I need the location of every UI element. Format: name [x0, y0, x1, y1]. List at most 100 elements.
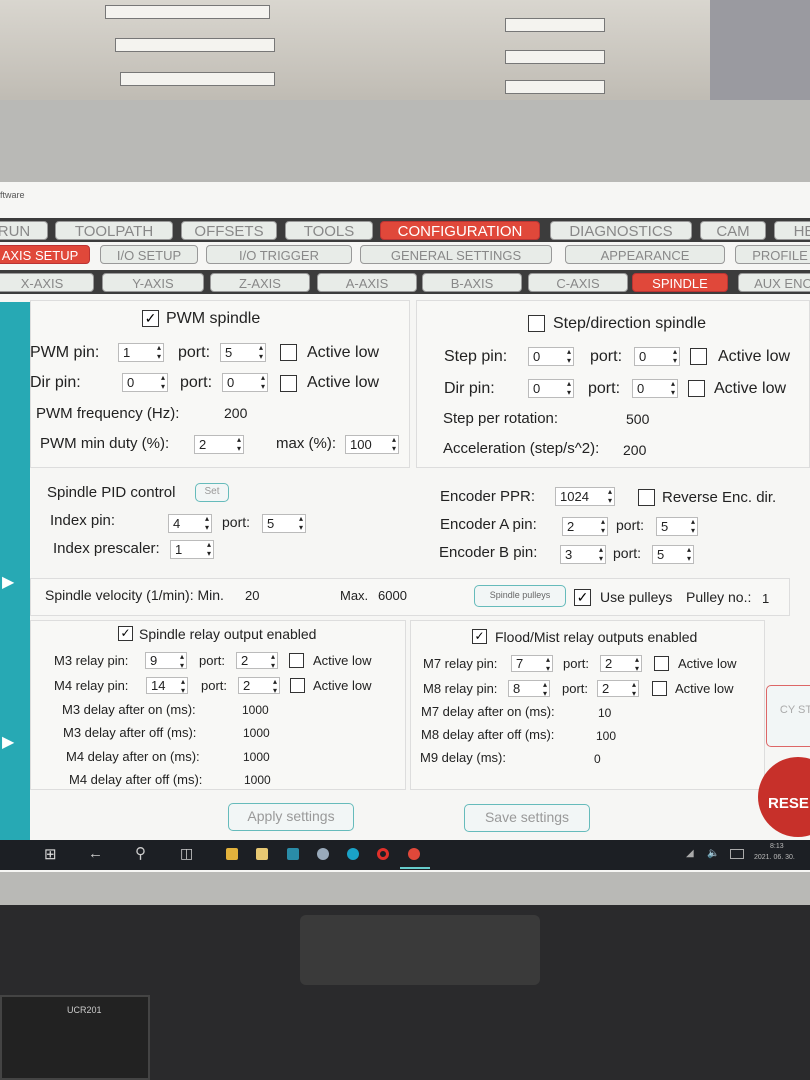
- m4-delay-off-value[interactable]: 1000: [244, 773, 271, 787]
- tab-c-axis[interactable]: C-AXIS: [528, 273, 628, 292]
- tab-y-axis[interactable]: Y-AXIS: [102, 273, 204, 292]
- search-icon[interactable]: ⚲: [135, 845, 146, 862]
- pulley-no-value[interactable]: 1: [762, 591, 770, 606]
- m4-port-spinbox[interactable]: 2: [238, 677, 280, 695]
- reverse-encoder-checkbox[interactable]: [638, 489, 655, 506]
- step-port-spinbox[interactable]: 0: [634, 347, 680, 366]
- task-view-icon[interactable]: ◫: [180, 845, 194, 861]
- tab-axis-setup[interactable]: AXIS SETUP: [0, 245, 90, 264]
- m8-relay-pin-spinbox[interactable]: 8: [508, 680, 550, 698]
- step-dir-pin-spinbox[interactable]: 0: [528, 379, 574, 398]
- m7-port-spinbox[interactable]: 2: [600, 655, 642, 673]
- tab-z-axis[interactable]: Z-AXIS: [210, 273, 310, 292]
- cnc-app-icon[interactable]: [408, 848, 420, 860]
- expand-arrow-icon[interactable]: ▶: [2, 734, 15, 751]
- tab-b-axis[interactable]: B-AXIS: [422, 273, 522, 292]
- m7-delay-on-value[interactable]: 10: [598, 706, 612, 720]
- pwm-port-spinbox[interactable]: 5: [220, 343, 266, 362]
- clock-time[interactable]: 8:13: [770, 843, 784, 850]
- tab-help[interactable]: HE: [774, 221, 810, 240]
- edge-icon[interactable]: [347, 848, 359, 860]
- tab-a-axis[interactable]: A-AXIS: [317, 273, 417, 292]
- m7-relay-pin-spinbox[interactable]: 7: [511, 655, 553, 673]
- step-dir-active-low-checkbox[interactable]: [688, 380, 705, 397]
- reset-button[interactable]: RESE: [758, 757, 810, 837]
- m3-delay-off-value[interactable]: 1000: [243, 726, 270, 740]
- encoder-a-pin-spinbox[interactable]: 2: [562, 517, 608, 536]
- tab-run[interactable]: RUN: [0, 221, 48, 240]
- tab-tools[interactable]: TOOLS: [285, 221, 373, 240]
- tab-appearance[interactable]: APPEARANCE: [565, 245, 725, 264]
- tab-general-settings[interactable]: GENERAL SETTINGS: [360, 245, 552, 264]
- tab-io-trigger[interactable]: I/O TRIGGER: [206, 245, 352, 264]
- m3-port-spinbox[interactable]: 2: [236, 652, 278, 670]
- index-prescaler-spinbox[interactable]: 1: [170, 540, 214, 559]
- encoder-b-port-spinbox[interactable]: 5: [652, 545, 694, 564]
- opera-icon[interactable]: [377, 848, 389, 860]
- m4-delay-on-value[interactable]: 1000: [243, 750, 270, 764]
- browser-icon[interactable]: [317, 848, 329, 860]
- pwm-dir-pin-spinbox[interactable]: 0: [122, 373, 168, 392]
- velocity-min-value[interactable]: 20: [245, 588, 260, 603]
- m4-relay-pin-spinbox[interactable]: 14: [146, 677, 188, 695]
- tab-offsets[interactable]: OFFSETS: [181, 221, 277, 240]
- m3-active-low-checkbox[interactable]: [289, 653, 304, 668]
- flood-mist-checkbox[interactable]: ✓: [472, 629, 487, 644]
- acceleration-value[interactable]: 200: [623, 442, 647, 458]
- pwm-pin-spinbox[interactable]: 1: [118, 343, 164, 362]
- pwm-spindle-checkbox[interactable]: ✓: [142, 310, 159, 327]
- m4-active-low-checkbox[interactable]: [290, 678, 305, 693]
- pwm-dir-active-low-checkbox[interactable]: [280, 375, 297, 392]
- tab-configuration[interactable]: CONFIGURATION: [380, 221, 540, 240]
- tab-spindle[interactable]: SPINDLE: [632, 273, 728, 292]
- keyboard-icon[interactable]: [730, 849, 744, 859]
- tab-aux-enc[interactable]: AUX ENC: [738, 273, 810, 292]
- velocity-max-value[interactable]: 6000: [378, 588, 407, 603]
- step-active-low-checkbox[interactable]: [690, 348, 707, 365]
- step-pin-label: Step pin:: [444, 348, 508, 365]
- encoder-ppr-spinbox[interactable]: 1024: [555, 487, 615, 506]
- spindle-relay-checkbox[interactable]: ✓: [118, 626, 133, 641]
- pid-set-button[interactable]: Set: [195, 483, 229, 502]
- m3-relay-pin-spinbox[interactable]: 9: [145, 652, 187, 670]
- step-spindle-checkbox[interactable]: [528, 315, 545, 332]
- m8-port-spinbox[interactable]: 2: [597, 680, 639, 698]
- m7-active-low-checkbox[interactable]: [654, 656, 669, 671]
- tab-toolpath[interactable]: TOOLPATH: [55, 221, 173, 240]
- index-port-spinbox[interactable]: 5: [262, 514, 306, 533]
- m8-delay-off-value[interactable]: 100: [596, 729, 617, 743]
- step-per-rotation-value[interactable]: 500: [626, 411, 650, 427]
- windows-start-icon[interactable]: ⊞: [44, 846, 57, 863]
- step-dir-port-spinbox[interactable]: 0: [632, 379, 678, 398]
- mail-icon[interactable]: [287, 848, 299, 860]
- clock-date[interactable]: 2021. 06. 30.: [754, 854, 795, 861]
- tab-cam[interactable]: CAM: [700, 221, 766, 240]
- tab-diagnostics[interactable]: DIAGNOSTICS: [550, 221, 692, 240]
- use-pulleys-checkbox[interactable]: ✓: [574, 589, 591, 606]
- volume-icon[interactable]: 🔈: [707, 848, 720, 859]
- pwm-frequency-value[interactable]: 200: [224, 405, 248, 421]
- network-icon[interactable]: ◢: [686, 848, 694, 859]
- index-pin-spinbox[interactable]: 4: [168, 514, 212, 533]
- tab-profile[interactable]: PROFILE: [735, 245, 810, 264]
- pwm-dir-port-spinbox[interactable]: 0: [222, 373, 268, 392]
- back-icon[interactable]: ←: [88, 845, 103, 862]
- store-icon[interactable]: [256, 848, 268, 860]
- step-pin-spinbox[interactable]: 0: [528, 347, 574, 366]
- file-explorer-icon[interactable]: [226, 848, 238, 860]
- pwm-active-low-checkbox[interactable]: [280, 344, 297, 361]
- apply-settings-button[interactable]: Apply settings: [228, 803, 354, 831]
- cycle-start-button[interactable]: CY ST: [766, 685, 810, 747]
- m9-delay-value[interactable]: 0: [594, 752, 601, 766]
- expand-arrow-icon[interactable]: ▶: [2, 574, 15, 591]
- tab-x-axis[interactable]: X-AXIS: [0, 273, 94, 292]
- pwm-max-spinbox[interactable]: 100: [345, 435, 399, 454]
- save-settings-button[interactable]: Save settings: [464, 804, 590, 832]
- spindle-pulleys-button[interactable]: Spindle pulleys: [474, 585, 566, 607]
- pwm-min-duty-spinbox[interactable]: 2: [194, 435, 244, 454]
- tab-io-setup[interactable]: I/O SETUP: [100, 245, 198, 264]
- m3-delay-on-value[interactable]: 1000: [242, 703, 269, 717]
- encoder-a-port-spinbox[interactable]: 5: [656, 517, 698, 536]
- m8-active-low-checkbox[interactable]: [652, 681, 667, 696]
- encoder-b-pin-spinbox[interactable]: 3: [560, 545, 606, 564]
